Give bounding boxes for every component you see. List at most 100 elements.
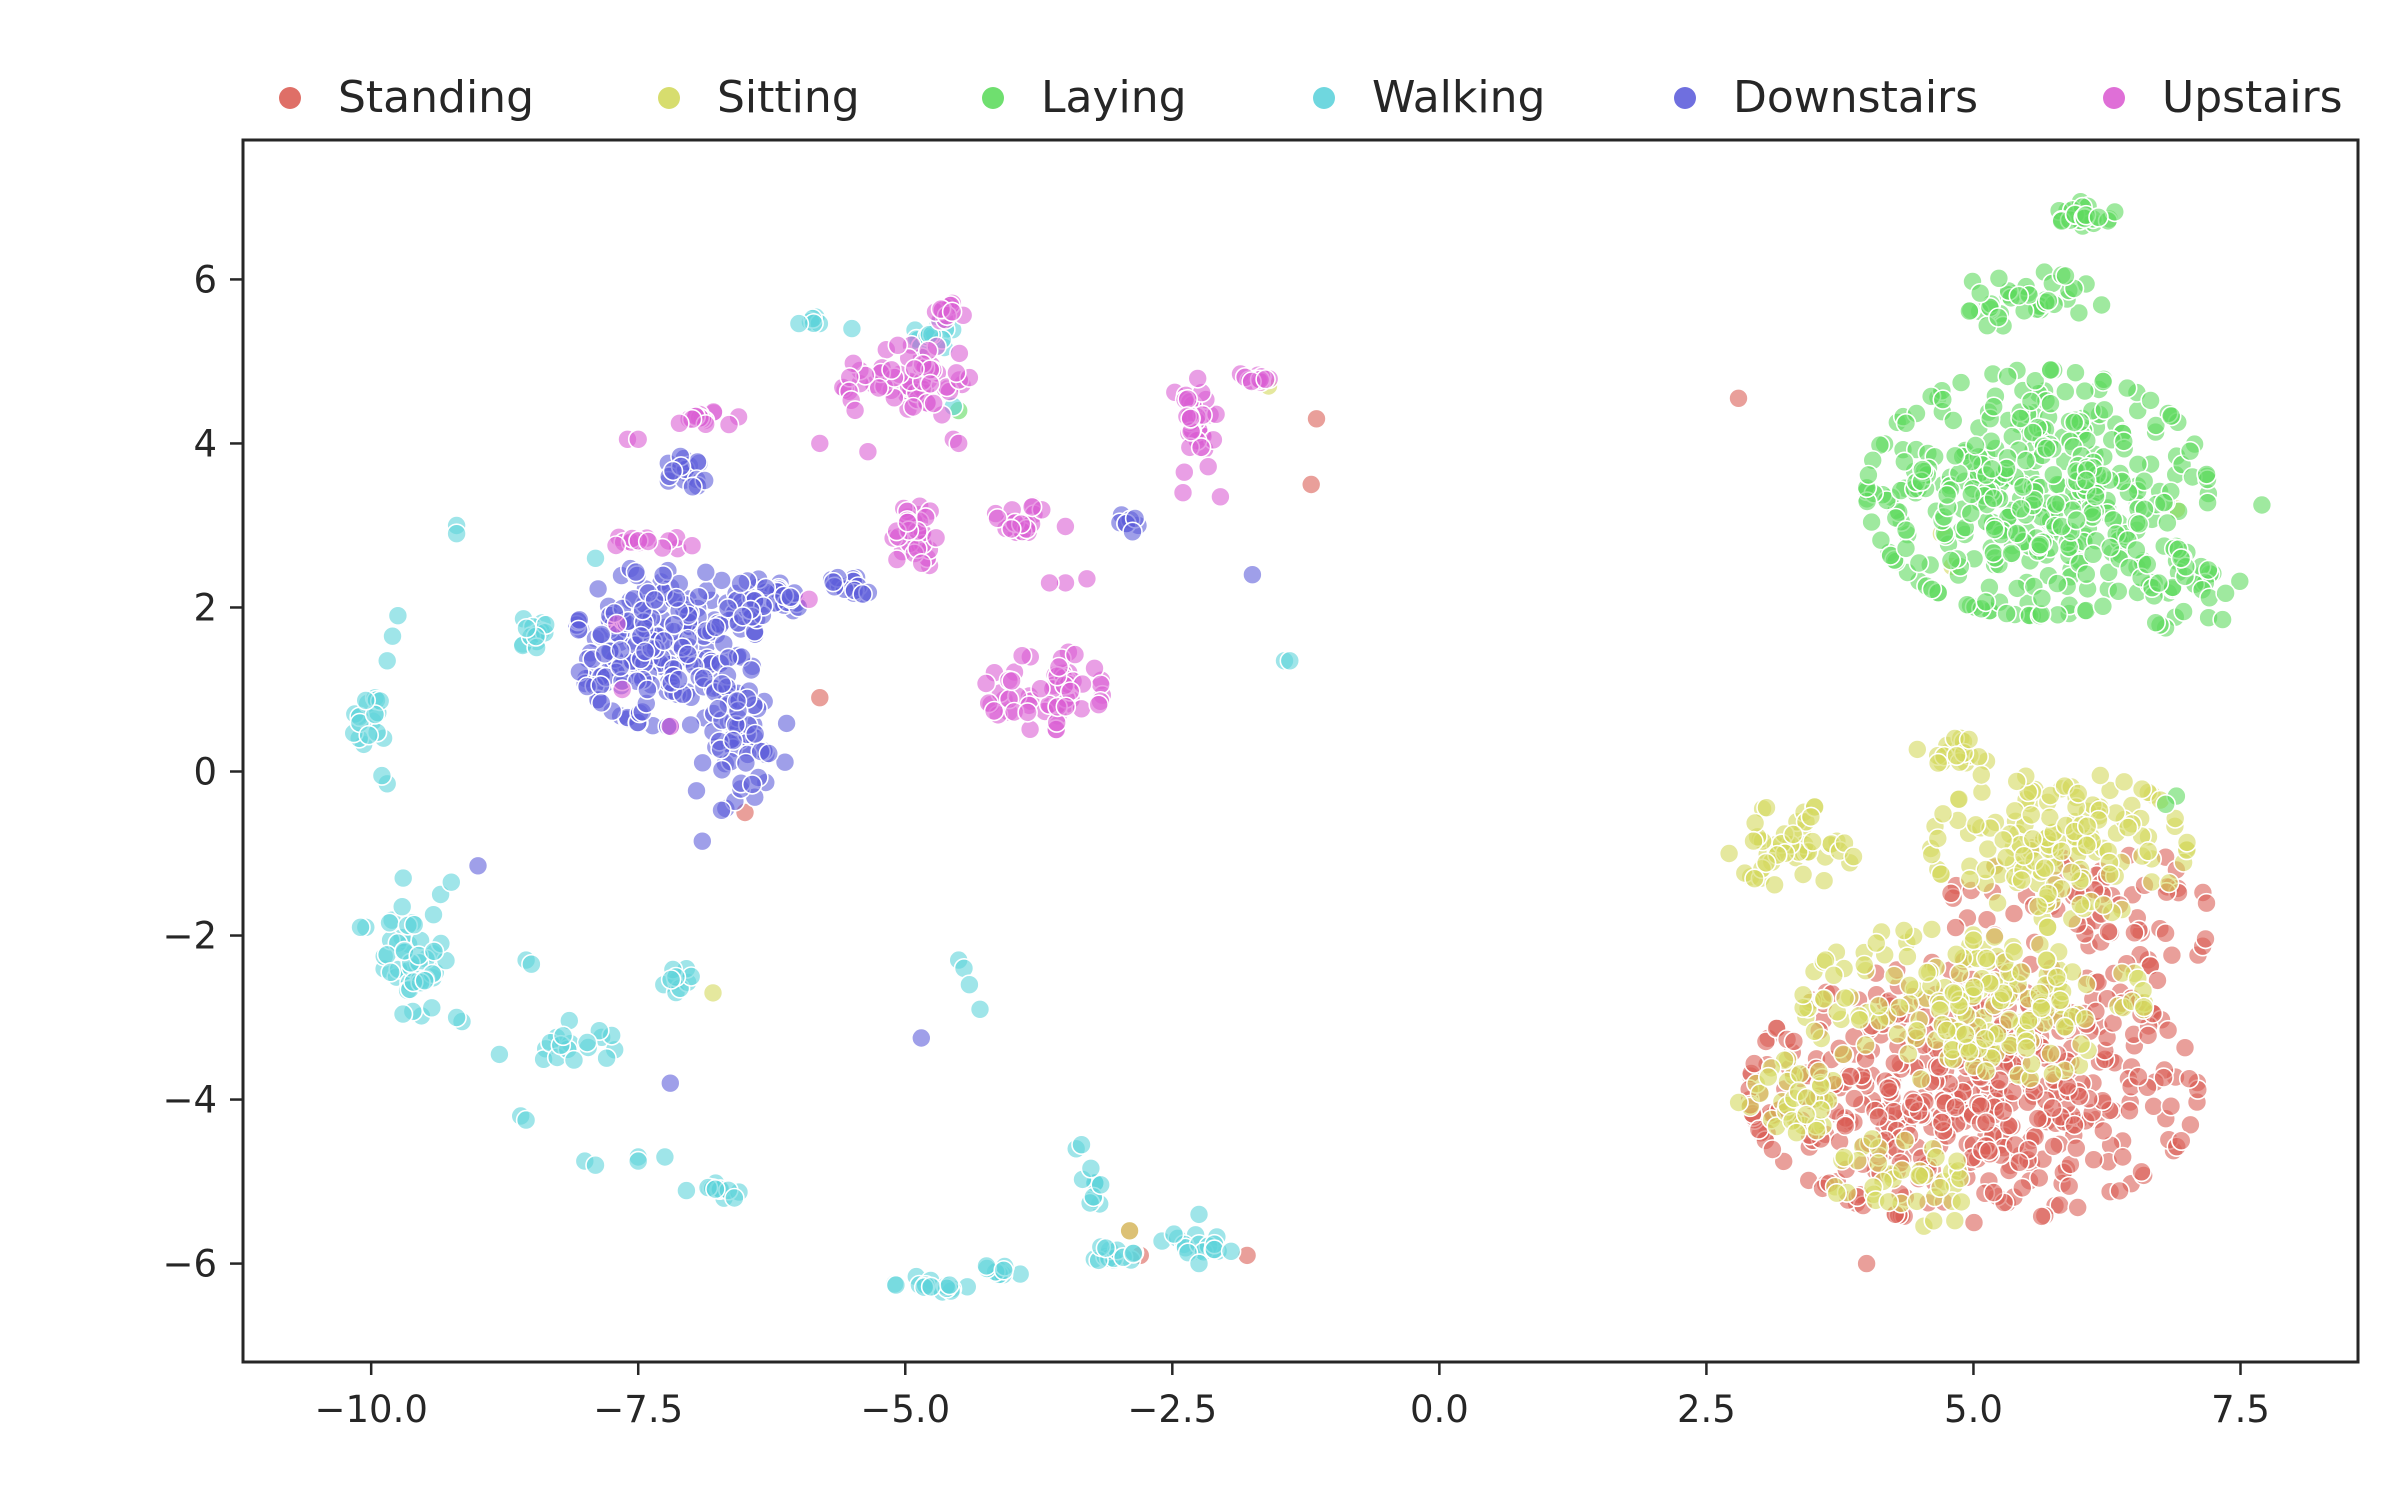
- point-downstairs: [693, 667, 715, 689]
- point-downstairs: [780, 586, 801, 608]
- point-laying: [2091, 294, 2112, 316]
- legend-marker: [658, 87, 680, 109]
- point-walking: [489, 1044, 510, 1065]
- point-sitting: [1987, 892, 2008, 914]
- point-sitting: [2070, 894, 2091, 915]
- point-standing: [1978, 1140, 2000, 1162]
- point-laying: [2038, 290, 2059, 312]
- point-laying: [2008, 285, 2030, 307]
- point-sitting: [1907, 739, 1928, 760]
- point-sitting: [1921, 919, 1943, 940]
- point-walking: [515, 1109, 537, 1131]
- point-walking: [627, 1150, 649, 1172]
- point-standing: [809, 687, 831, 709]
- point-downstairs: [741, 774, 763, 795]
- point-sitting: [1744, 868, 1765, 890]
- point-sitting: [1944, 1210, 1966, 1231]
- point-walking: [920, 1276, 942, 1298]
- point-standing: [2195, 928, 2216, 950]
- point-sitting: [1965, 814, 1987, 836]
- point-upstairs: [1021, 496, 1043, 518]
- point-upstairs: [1064, 644, 1086, 665]
- x-tick-label: 7.5: [2211, 1388, 2270, 1431]
- point-downstairs: [662, 460, 684, 482]
- point-upstairs: [1180, 408, 1201, 429]
- point-upstairs: [949, 343, 970, 364]
- point-walking: [382, 625, 403, 647]
- point-laying: [1943, 410, 1964, 431]
- point-sitting: [1971, 781, 1993, 803]
- point-standing: [1306, 408, 1327, 430]
- point-laying: [1960, 503, 1982, 524]
- point-walking: [364, 704, 386, 725]
- point-upstairs: [1001, 670, 1022, 692]
- point-laying: [1965, 435, 1986, 456]
- point-upstairs: [911, 552, 933, 574]
- point-sitting: [1813, 870, 1835, 892]
- point-upstairs: [1197, 456, 1219, 478]
- legend-item-upstairs: Upstairs: [2103, 72, 2343, 123]
- point-standing: [1868, 1106, 1889, 1128]
- point-sitting: [1946, 745, 1967, 767]
- point-downstairs: [730, 573, 751, 594]
- point-downstairs: [774, 751, 796, 773]
- point-standing: [1931, 1112, 1953, 1133]
- point-walking: [516, 617, 537, 639]
- point-sitting: [1786, 1122, 1807, 1143]
- point-laying: [2065, 362, 2086, 384]
- point-standing: [2196, 892, 2217, 914]
- point-upstairs: [1190, 437, 1212, 458]
- point-standing: [2083, 1149, 2104, 1170]
- point-upstairs: [1039, 572, 1060, 594]
- point-laying: [2088, 207, 2109, 228]
- point-laying: [1940, 550, 1962, 571]
- point-walking: [1279, 650, 1301, 672]
- point-walking: [521, 953, 542, 975]
- point-downstairs: [590, 674, 611, 696]
- point-laying: [1894, 451, 1915, 473]
- point-standing: [2029, 1167, 2050, 1189]
- point-sitting: [2076, 815, 2098, 837]
- point-laying: [1944, 445, 1966, 467]
- point-downstairs: [590, 692, 612, 714]
- point-walking: [1188, 1204, 1210, 1225]
- point-laying: [1895, 538, 1917, 559]
- legend: Standing Sitting Laying Walking Downstairs Up…: [279, 72, 2343, 123]
- point-walking: [939, 1274, 960, 1296]
- point-downstairs: [688, 586, 709, 608]
- point-walking: [423, 904, 444, 926]
- point-walking: [1163, 1223, 1185, 1245]
- point-sitting: [1866, 932, 1887, 954]
- point-upstairs: [809, 433, 831, 454]
- point-sitting: [1826, 1182, 1847, 1204]
- point-sitting: [1948, 788, 1970, 810]
- legend-label: Upstairs: [2162, 72, 2343, 123]
- point-laying: [1988, 307, 2009, 328]
- point-sitting: [2011, 961, 2032, 983]
- point-laying: [2148, 572, 2170, 594]
- point-walking: [976, 1255, 997, 1277]
- point-downstairs: [711, 799, 732, 821]
- y-tick-label: 6: [193, 258, 217, 301]
- legend-item-laying: Laying: [982, 72, 1187, 123]
- point-sitting: [2158, 872, 2180, 894]
- point-laying: [1858, 464, 1879, 486]
- point-laying: [1912, 459, 1933, 480]
- point-laying: [2022, 422, 2044, 443]
- point-upstairs: [975, 673, 997, 694]
- point-laying: [2100, 537, 2121, 558]
- point-laying: [1983, 487, 2004, 509]
- point-sitting: [1849, 1009, 1870, 1031]
- point-walking: [391, 896, 413, 918]
- point-upstairs: [1172, 482, 1194, 504]
- point-upstairs: [681, 535, 703, 557]
- point-laying: [1932, 389, 1954, 410]
- point-sitting: [1998, 1009, 2020, 1031]
- point-standing: [1884, 1052, 1905, 1074]
- point-laying: [2198, 559, 2219, 581]
- point-sitting: [1916, 962, 1938, 983]
- point-downstairs: [659, 1072, 681, 1094]
- point-sitting: [1930, 863, 1952, 885]
- point-downstairs: [776, 713, 797, 734]
- point-laying: [2085, 486, 2106, 507]
